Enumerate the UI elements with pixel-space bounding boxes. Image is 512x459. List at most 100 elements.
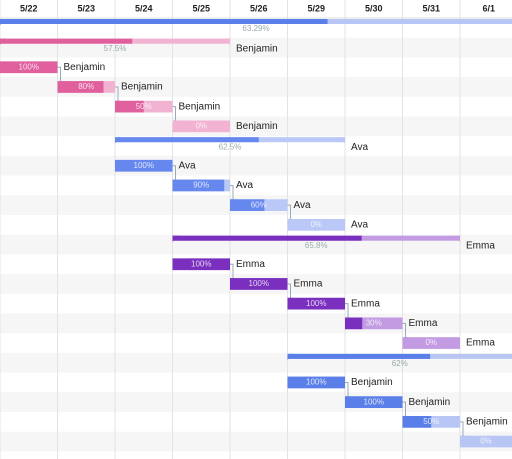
column-header: 5/23 [77,3,95,13]
dependency-arrow [402,401,406,418]
summary-progress-label: 65.8% [305,241,328,250]
summary-cap [0,38,6,45]
task-progress [230,199,265,211]
dependency-arrow [287,204,291,221]
column-header: 5/24 [135,3,153,13]
task-progress [0,61,58,74]
assignee: Benjamin [64,62,106,73]
assignee: Emma [236,259,265,270]
summary-cap [287,353,294,360]
task-progress-label: 30% [366,318,382,327]
column-header: 6/1 [482,3,495,13]
assignee: Emma [466,338,495,349]
task-progress [230,278,288,290]
column-header: 5/31 [422,3,440,13]
assignee: Benjamin [466,416,508,427]
summary-progress-label: 63.29% [242,24,269,33]
dependency-arrow [230,184,234,202]
assignee: Benjamin [409,397,451,408]
task-progress [172,258,230,271]
assignee: Benjamin [236,121,278,132]
task-progress [345,317,363,330]
summary-progress [0,38,133,44]
row-stripe [0,431,512,452]
dependency-arrow [345,303,349,320]
assignee: Emma [409,318,438,329]
dependency-arrow [402,322,406,340]
task-progress-label: 0% [480,437,492,446]
dependency-arrow [172,106,176,123]
summary-cap [0,19,6,25]
dependency-arrow [230,263,234,280]
task-progress-label: 90% [193,181,209,190]
assignee: Ava [236,180,253,191]
column-header: 5/30 [365,3,383,13]
header [0,0,512,18]
row-stripe [0,77,512,97]
task-progress [345,396,403,408]
task-progress [172,179,225,192]
task-progress-label: 80% [78,82,94,91]
summary-progress [115,137,259,143]
task-bar [460,435,512,448]
task-progress-label: 50% [136,102,152,111]
summary-cap [339,137,345,144]
task-progress-label: 100% [191,259,211,268]
task-bar [402,337,460,349]
summary-progress-label: 62.5% [219,142,242,151]
row-stripe [0,155,512,176]
assignee: Ava [294,200,311,211]
dependency-arrow [115,86,119,103]
dependency-arrow [57,66,61,83]
task-progress-label: 100% [306,299,326,308]
task-progress [57,81,104,93]
column-header: 5/22 [20,3,38,13]
summary-progress [287,353,431,359]
summary-cap [172,235,179,242]
assignee: Ava [351,219,368,230]
dependency-arrow [172,165,176,182]
task-progress-label: 100% [134,161,154,170]
summary-progress-label: 57.5% [104,44,127,53]
task-bar [172,120,230,133]
summary-progress-label: 62% [392,359,408,368]
task-progress-label: 0% [195,121,207,130]
dependency-arrow [287,283,291,300]
summary-progress [0,19,328,24]
summary-cap [224,38,230,45]
task-progress-label: 100% [19,62,39,71]
assignee: Benjamin [121,82,163,93]
column-header: 5/26 [250,3,268,13]
dependency-arrow [345,381,349,399]
column-header: 5/29 [307,3,325,13]
task-progress [115,159,173,172]
task-progress [287,376,345,389]
task-progress-label: 100% [249,279,269,288]
assignee: Ava [179,160,196,171]
summary-cap [115,137,121,144]
summary-progress [172,235,362,241]
task-progress [115,100,144,113]
task-progress-label: 50% [423,417,439,426]
assignee: Emma [466,240,495,251]
summary-cap [454,235,460,242]
assignee: Benjamin [236,43,278,54]
task-progress-label: 60% [251,200,267,209]
task-progress-label: 100% [306,378,326,387]
assignee: Benjamin [351,377,393,388]
task-bar [345,317,403,330]
assignee: Ava [351,142,368,153]
task-progress [402,416,432,428]
column-header: 5/25 [192,3,210,13]
assignee: Emma [351,298,380,309]
task-progress-label: 0% [310,220,322,229]
assignee: Emma [294,279,323,290]
task-progress [287,297,345,310]
row-stripe [0,116,512,137]
task-bar [287,219,345,231]
task-progress-label: 100% [364,397,384,406]
dependency-arrow [460,421,464,438]
assignee: Benjamin [179,101,221,112]
task-progress-label: 0% [425,338,437,347]
